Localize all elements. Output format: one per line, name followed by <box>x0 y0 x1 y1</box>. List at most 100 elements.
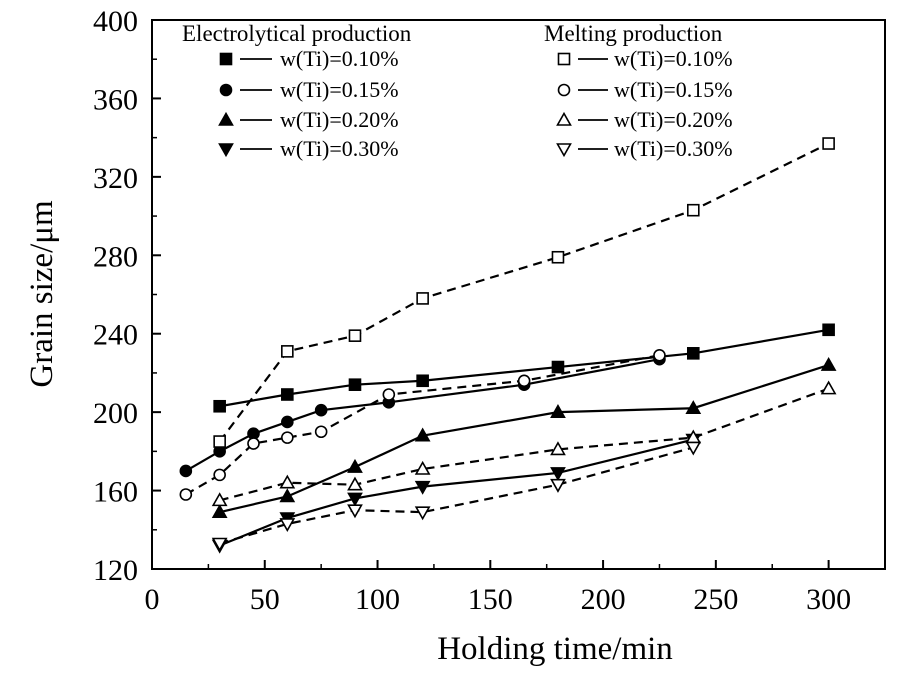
legend-entry: w(Ti)=0.15% <box>557 77 733 102</box>
data-point <box>247 437 260 450</box>
data-point <box>314 425 328 439</box>
legend-label: w(Ti)=0.15% <box>280 77 399 102</box>
data-point <box>653 348 666 362</box>
series-melting-3 <box>211 441 702 552</box>
x-tick-label: 200 <box>581 583 626 616</box>
series-electrolytical-1 <box>179 352 666 478</box>
legend-group-title: Melting production <box>544 21 723 46</box>
data-point <box>279 518 296 533</box>
series-electrolytical-2 <box>211 356 837 518</box>
x-axis-ticks: 0 50 100 150 200 250 300 <box>145 560 851 616</box>
y-tick-label: 240 <box>93 319 138 352</box>
y-axis-label: Grain size/μm <box>24 200 60 388</box>
x-tick-label: 100 <box>355 583 400 616</box>
data-point <box>347 504 363 519</box>
data-point <box>685 441 702 456</box>
data-point <box>314 403 328 417</box>
data-point <box>550 404 566 418</box>
legend-label: w(Ti)=0.20% <box>614 107 733 132</box>
data-point <box>414 506 431 521</box>
data-point <box>211 504 228 518</box>
legend-marker <box>218 111 234 126</box>
data-point <box>517 374 531 388</box>
legend-label: w(Ti)=0.20% <box>280 107 399 132</box>
series-line <box>219 387 829 502</box>
y-tick-label: 200 <box>93 397 138 430</box>
legend-marker <box>219 52 233 66</box>
data-point <box>414 427 431 442</box>
data-point <box>281 431 294 444</box>
legend-marker <box>218 143 234 158</box>
x-axis-label: Holding time/min <box>437 631 673 667</box>
data-point <box>211 492 228 507</box>
data-point <box>822 323 835 337</box>
legend-group-title: Electrolytical production <box>182 21 412 46</box>
data-point <box>347 458 363 473</box>
data-point <box>213 399 226 413</box>
series-line <box>219 446 694 545</box>
data-point <box>347 492 363 507</box>
data-point <box>550 467 566 482</box>
y-tick-label: 320 <box>93 162 138 195</box>
legend-entry: w(Ti)=0.20% <box>218 107 399 132</box>
legend-marker <box>557 83 571 97</box>
legend-label: w(Ti)=0.10% <box>280 46 399 71</box>
legend-label: w(Ti)=0.10% <box>614 46 733 71</box>
data-point <box>281 345 294 358</box>
legend-marker <box>556 111 572 126</box>
legend-label: w(Ti)=0.15% <box>614 77 733 102</box>
data-point <box>551 360 565 374</box>
data-point <box>550 441 566 456</box>
series-line <box>185 358 660 472</box>
data-point <box>279 488 296 503</box>
y-tick-label: 120 <box>93 554 138 587</box>
series-melting-0 <box>213 137 835 448</box>
series-melting-1 <box>179 348 666 501</box>
series-layer <box>179 137 837 554</box>
x-tick-label: 250 <box>693 583 738 616</box>
legend-marker <box>557 52 571 66</box>
data-point <box>279 474 296 489</box>
plot-frame <box>151 19 886 570</box>
data-point <box>382 388 396 401</box>
data-point <box>822 137 835 150</box>
legend-entry: w(Ti)=0.10% <box>557 46 733 71</box>
legend-entry: w(Ti)=0.15% <box>219 77 399 102</box>
legend-entry: w(Ti)=0.30% <box>556 136 733 161</box>
y-tick-label: 360 <box>93 83 138 116</box>
legend-entry: w(Ti)=0.10% <box>219 46 399 71</box>
legend: Electrolytical productionw(Ti)=0.10%w(Ti… <box>182 21 733 161</box>
series-line <box>185 354 660 496</box>
series-line <box>218 142 830 443</box>
legend-label: w(Ti)=0.30% <box>280 136 399 161</box>
series-melting-2 <box>211 380 837 507</box>
data-point <box>416 292 429 305</box>
legend-label: w(Ti)=0.30% <box>614 136 733 161</box>
legend-marker <box>219 83 233 97</box>
data-point <box>686 203 700 217</box>
series-line <box>219 438 694 547</box>
data-point <box>213 468 226 482</box>
data-point <box>686 347 700 360</box>
data-point <box>348 329 362 342</box>
data-point <box>281 415 294 429</box>
legend-marker <box>556 143 572 158</box>
data-point <box>550 478 566 493</box>
data-point <box>179 464 193 478</box>
data-point <box>281 388 294 401</box>
y-tick-label: 400 <box>93 5 138 38</box>
legend-entry: w(Ti)=0.30% <box>218 136 399 161</box>
data-point <box>414 480 431 495</box>
series-electrolytical-0 <box>213 323 835 413</box>
x-tick-label: 50 <box>250 583 280 616</box>
data-point <box>820 356 837 371</box>
x-tick-label: 300 <box>806 583 851 616</box>
data-point <box>211 537 228 552</box>
data-point <box>551 250 565 264</box>
y-tick-label: 160 <box>93 476 138 509</box>
data-point <box>347 476 363 491</box>
data-point <box>414 460 431 475</box>
